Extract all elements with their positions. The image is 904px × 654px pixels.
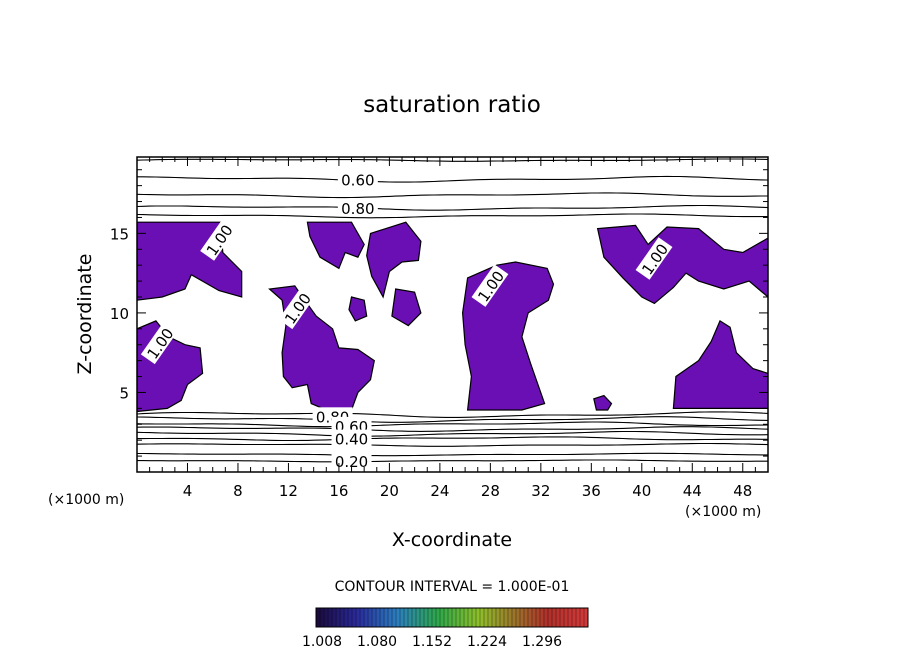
x-tick-label: 12 <box>279 482 298 500</box>
x-axis-label: X-coordinate <box>392 529 512 551</box>
contour-line <box>137 452 768 457</box>
contour-line <box>137 436 768 442</box>
contour-label: 0.20 <box>335 453 368 471</box>
x-unit-left: (×1000 m) <box>48 492 124 508</box>
supersaturated-region-center-top <box>306 221 365 270</box>
x-unit-right: (×1000 m) <box>685 504 761 520</box>
contour-label-bg <box>471 264 509 307</box>
supersaturated-region-top-right-blob <box>366 221 422 299</box>
x-tick-label: 16 <box>329 482 348 500</box>
contour-label-bg <box>200 218 238 261</box>
contour-line <box>137 426 768 432</box>
supersaturated-region-center-mid <box>391 288 422 327</box>
supersaturated-region-small-center <box>348 296 368 322</box>
supersaturated-region-right-lower <box>672 320 768 409</box>
plot-area: 0.600.800.800.600.400.201.001.001.001.00… <box>137 158 768 471</box>
colorbar-tick-label: 1.080 <box>357 634 397 650</box>
colorbar-labels: 1.008 1.080 1.152 1.224 1.296 <box>302 634 562 650</box>
y-axis-label: Z-coordinate <box>74 254 96 375</box>
contour-line <box>137 192 768 199</box>
x-tick-label: 44 <box>683 482 702 500</box>
contour-label-bg <box>331 429 372 447</box>
contour-line <box>137 442 768 447</box>
x-tick-label: 48 <box>733 482 752 500</box>
supersaturation-fills <box>137 221 768 413</box>
x-tick-label: 8 <box>233 482 243 500</box>
x-tick-label: 24 <box>430 482 449 500</box>
contour-line <box>137 204 768 211</box>
contour-label: 0.80 <box>341 200 374 218</box>
supersaturated-region-right-top <box>596 224 768 305</box>
contour-interval-text: CONTOUR INTERVAL = 1.000E-01 <box>335 579 570 595</box>
colorbar-stripes <box>319 608 585 627</box>
colorbar-tick-label: 1.296 <box>522 634 562 650</box>
x-tick-label: 4 <box>183 482 193 500</box>
colorbar-tick-label: 1.152 <box>412 634 452 650</box>
supersaturated-region-small-bottom <box>593 394 613 411</box>
x-tick-label: 36 <box>582 482 601 500</box>
y-tick-label: 5 <box>119 384 129 402</box>
colorbar: 1.008 1.080 1.152 1.224 1.296 <box>302 607 589 650</box>
contour-label-bg <box>331 451 372 469</box>
contour-label-bg <box>140 321 178 365</box>
x-tick-label: 28 <box>481 482 500 500</box>
contour-label-bg <box>278 286 316 330</box>
colorbar-tick-label: 1.224 <box>467 634 507 650</box>
contour-line <box>137 213 768 219</box>
contour-lines <box>137 158 768 463</box>
x-tick-label: 40 <box>632 482 651 500</box>
contour-label-bg <box>337 198 378 216</box>
chart-title: saturation ratio <box>363 92 541 118</box>
y-tick-label: 10 <box>110 305 129 323</box>
contour-label-bg <box>635 237 673 280</box>
contour-line <box>137 411 768 418</box>
x-tick-label: 20 <box>380 482 399 500</box>
contour-label: 0.60 <box>341 171 374 189</box>
contour-label-bg <box>337 170 378 188</box>
x-tick-label: 32 <box>531 482 550 500</box>
supersaturated-region-center-right <box>461 261 555 411</box>
contour-line <box>137 459 768 463</box>
contour-label: 0.40 <box>335 431 368 449</box>
contour-line <box>137 416 768 423</box>
colorbar-tick-label: 1.008 <box>302 634 342 650</box>
contour-line <box>137 421 768 428</box>
contour-line <box>137 175 768 183</box>
contour-line <box>137 430 768 437</box>
y-tick-label: 15 <box>110 225 129 243</box>
